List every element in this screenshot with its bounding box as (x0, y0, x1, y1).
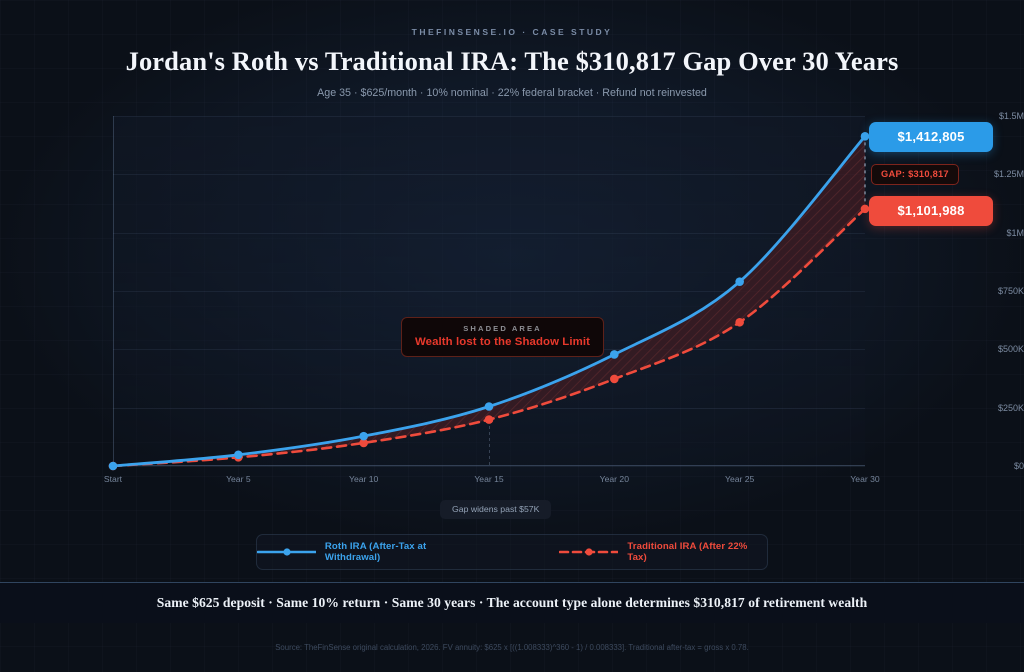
traditional-value-badge: $1,101,988 (869, 196, 993, 226)
gap-value-badge: GAP: $310,817 (871, 164, 959, 185)
footer-banner: Same $625 deposit · Same 10% return · Sa… (0, 582, 1024, 623)
legend-label-traditional: Traditional IRA (After 22% Tax) (627, 541, 748, 563)
page-title: Jordan's Roth vs Traditional IRA: The $3… (125, 46, 899, 76)
year15-guide-line (489, 419, 490, 466)
gridline (113, 466, 865, 467)
y-axis-tick-label: $0 (1013, 461, 1024, 471)
roth-value-badge: $1,412,805 (869, 122, 993, 152)
data-point-marker (359, 431, 368, 441)
y-axis-tick-label: $1.25M (993, 169, 1024, 180)
y-axis-tick-label: $1M (1006, 227, 1024, 238)
y-axis-tick-label: $1.5M (998, 111, 1024, 121)
gridline (113, 291, 865, 292)
chart-legend: Roth IRA (After-Tax at Withdrawal) Tradi… (256, 534, 768, 570)
y-axis-tick-label: $250K (997, 402, 1024, 413)
data-point-marker (735, 317, 744, 327)
legend-item-traditional[interactable]: Traditional IRA (After 22% Tax) (559, 541, 767, 563)
legend-label-roth: Roth IRA (After-Tax at Withdrawal) (324, 541, 427, 563)
source-note: Source: TheFinSense original calculation… (275, 643, 749, 652)
x-axis-tick-label: Year 10 (349, 474, 379, 484)
x-axis-tick-label: Year 5 (226, 474, 251, 484)
footer-banner-text: Same $625 deposit · Same 10% return · Sa… (156, 595, 868, 610)
poster-header: THEFINSENSE.IO · CASE STUDY Jordan's Rot… (0, 0, 1024, 99)
shaded-area-callout: SHADED AREA Wealth lost to the Shadow Li… (401, 317, 605, 357)
legend-swatch-traditional-icon (559, 548, 619, 556)
brand-kicker: THEFINSENSE.IO · CASE STUDY (411, 27, 613, 37)
legend-item-roth[interactable]: Roth IRA (After-Tax at Withdrawal) (257, 541, 481, 563)
data-point-marker (234, 450, 243, 460)
data-point-marker (610, 350, 619, 359)
data-point-marker (735, 277, 744, 286)
gridline (113, 116, 865, 117)
y-axis-tick-label: $500K (997, 344, 1024, 355)
y-axis-tick-label: $750K (997, 286, 1024, 296)
gridline (113, 174, 865, 176)
x-axis-tick-label: Year 15 (474, 474, 504, 484)
gap-widens-note: Gap widens past $57K (440, 500, 552, 519)
x-axis-tick-label: Year 30 (850, 474, 880, 484)
legend-swatch-roth-icon (257, 548, 316, 556)
x-axis-tick-label: Year 25 (725, 474, 755, 484)
shaded-area-label: SHADED AREA (463, 324, 542, 333)
data-point-marker (610, 374, 619, 384)
page-subtitle: Age 35 · $625/month · 10% nominal · 22% … (317, 87, 707, 99)
data-point-marker (484, 415, 494, 424)
data-point-marker (860, 204, 870, 214)
gridline (113, 232, 865, 234)
data-point-marker (108, 461, 118, 471)
data-point-marker (359, 438, 368, 448)
roth-ira-markers (108, 132, 870, 471)
shaded-area-message: Wealth lost to the Shadow Limit (415, 336, 591, 348)
x-axis-tick-label: Start (103, 474, 123, 484)
data-point-marker (860, 132, 870, 141)
data-point-marker (484, 402, 494, 411)
x-axis-tick-label: Year 20 (599, 474, 629, 484)
